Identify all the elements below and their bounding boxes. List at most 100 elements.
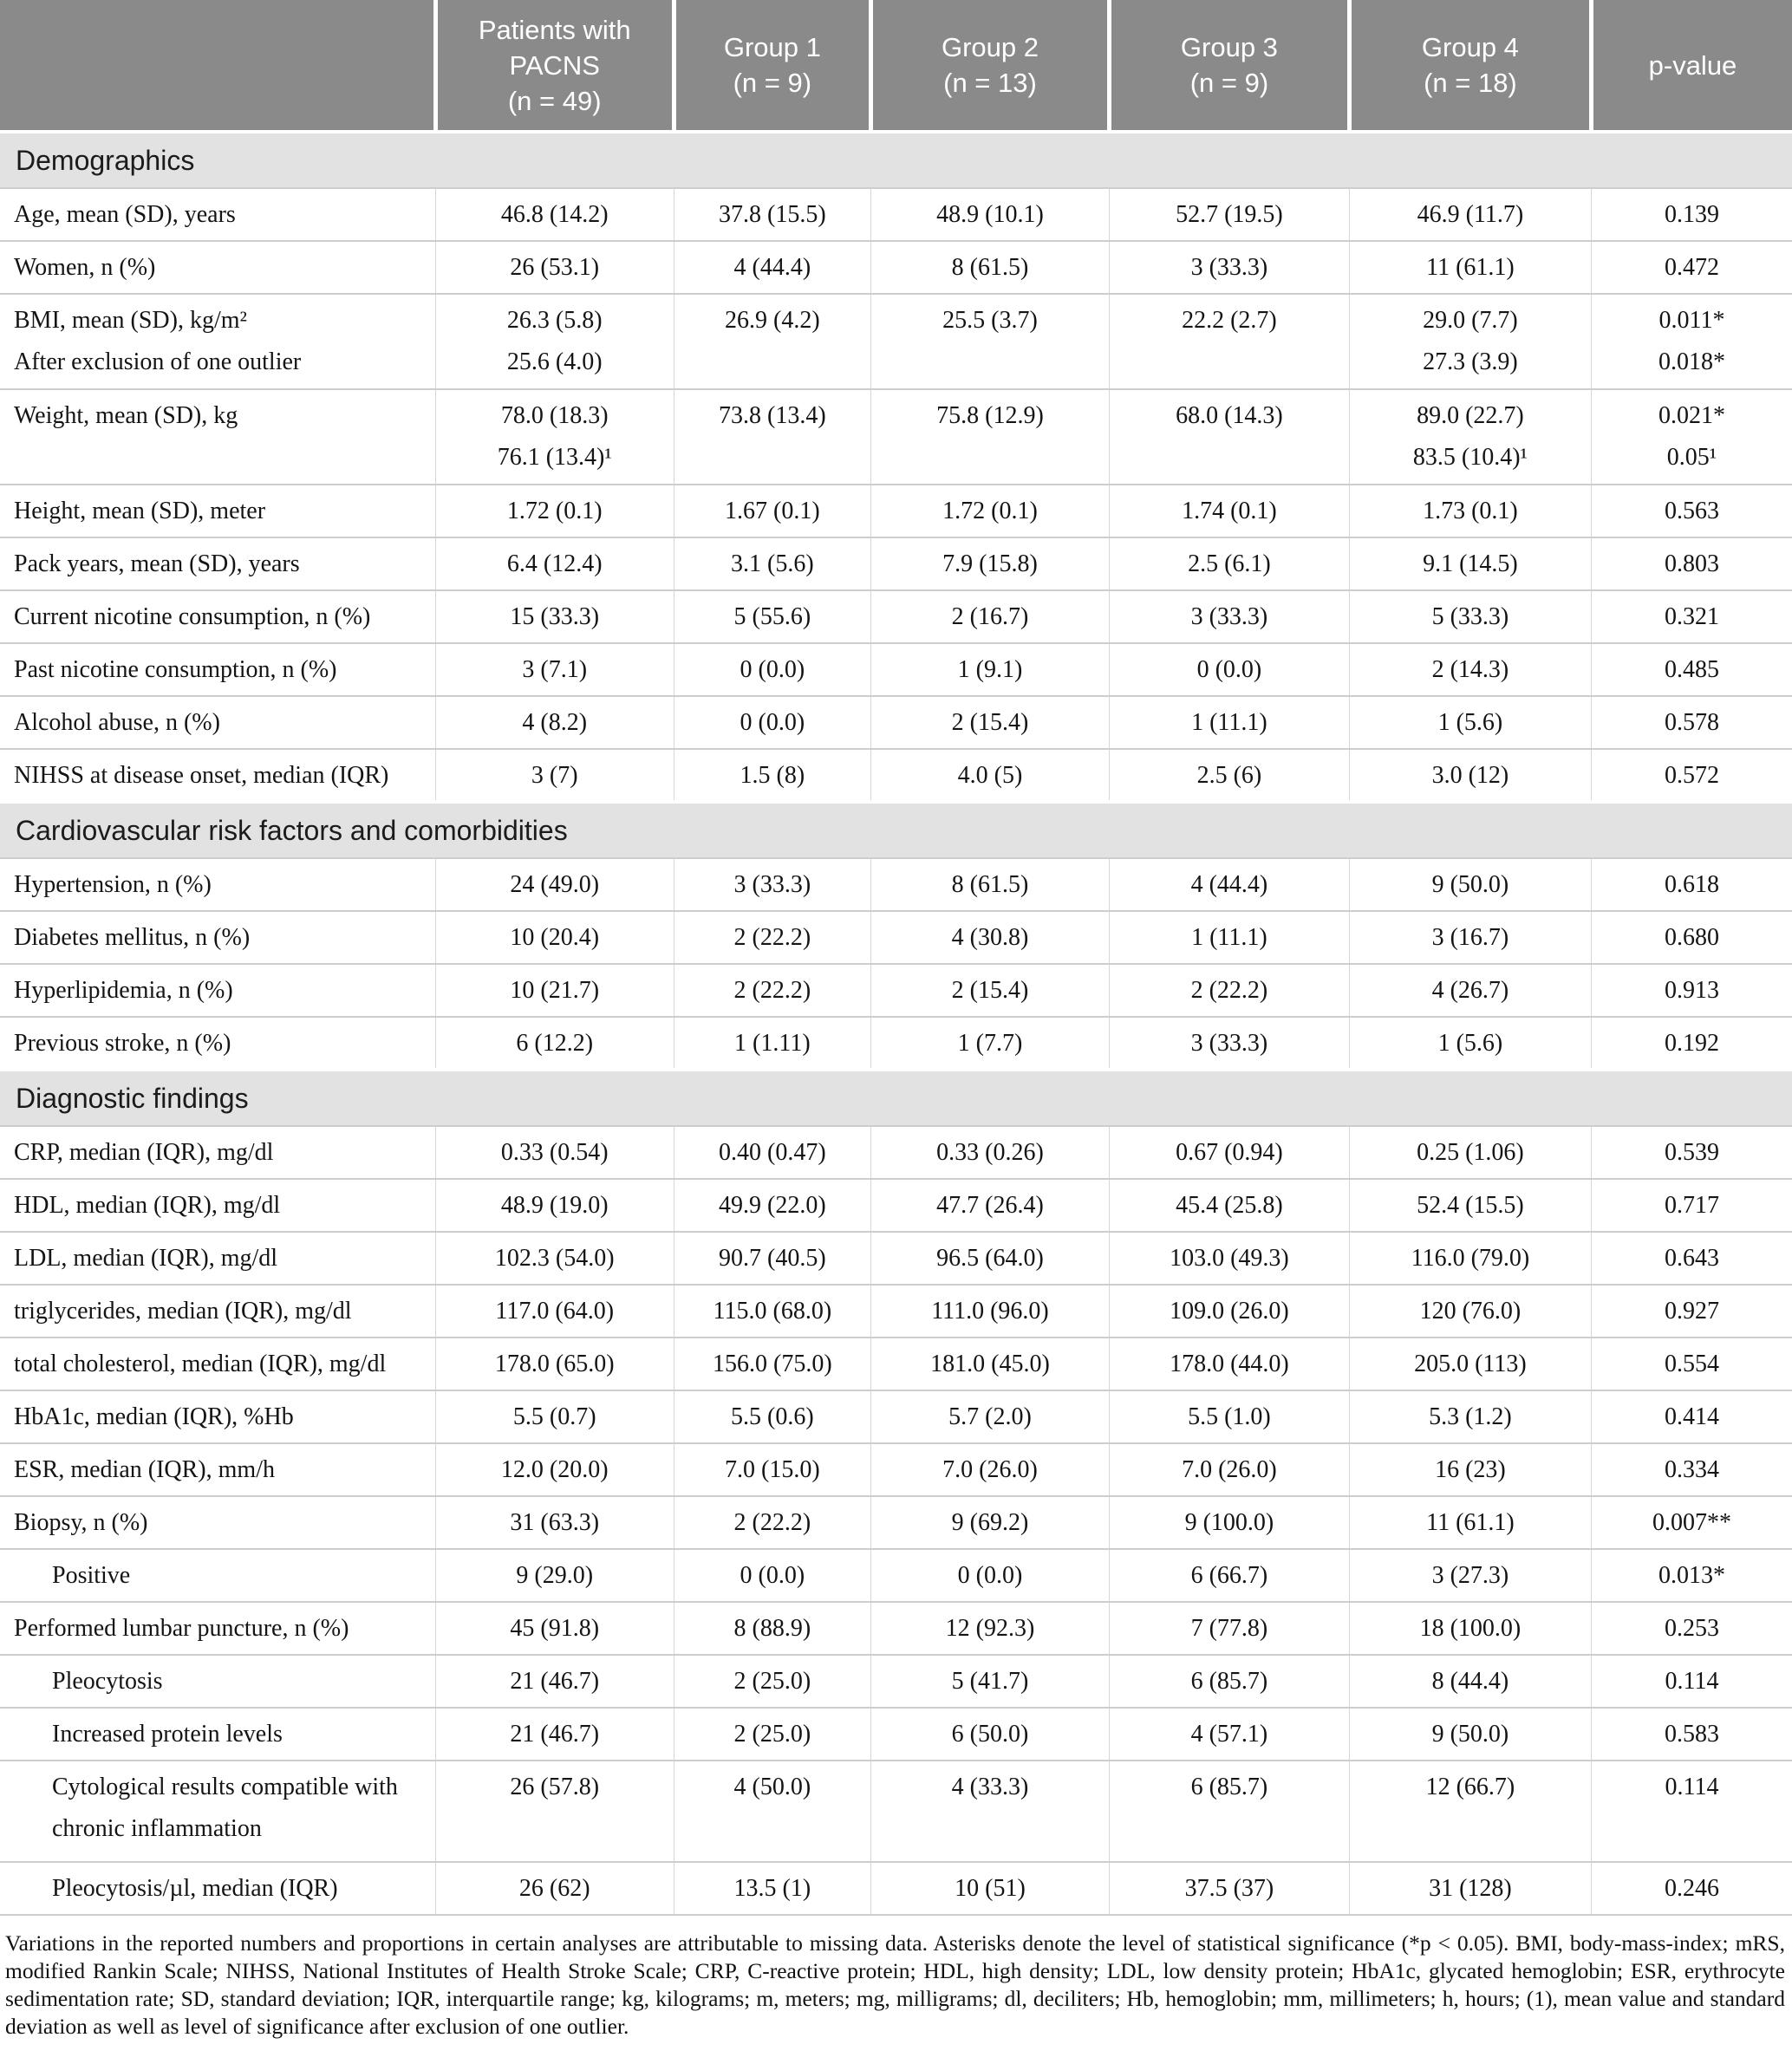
value-cell: 2 (22.2) bbox=[1108, 963, 1350, 1017]
p-value-cell: 0.563 bbox=[1590, 484, 1792, 537]
value-cell: 2 (22.2) bbox=[673, 963, 871, 1017]
table-row: Current nicotine consumption, n (%) 15 (3… bbox=[0, 589, 1792, 643]
value-cell: 37.5 (37) bbox=[1108, 1861, 1350, 1916]
p-value-cell: 0.013* bbox=[1590, 1548, 1792, 1602]
row-label-cell: Women, n (%) bbox=[0, 240, 436, 294]
value-cell: 1 (5.6) bbox=[1348, 695, 1592, 749]
row-label-cell: Pleocytosis/µl, median (IQR) bbox=[0, 1861, 436, 1916]
p-value-cell: 0.253 bbox=[1590, 1601, 1792, 1655]
value-cell: 6 (50.0) bbox=[870, 1707, 1110, 1761]
value-cell: 7.0 (15.0) bbox=[673, 1442, 871, 1496]
value-cell: 47.7 (26.4) bbox=[870, 1178, 1110, 1232]
value-cell: 49.9 (22.0) bbox=[673, 1178, 871, 1232]
value-cell: 0.33 (0.26) bbox=[870, 1125, 1110, 1179]
p-value-cell: 0.578 bbox=[1590, 695, 1792, 749]
value-cell: 52.7 (19.5) bbox=[1108, 187, 1350, 241]
row-label-cell: Biopsy, n (%) bbox=[0, 1495, 436, 1549]
value-cell: 4 (30.8) bbox=[870, 910, 1110, 964]
section-title: Demographics bbox=[0, 130, 1792, 189]
value-cell: 1.72 (0.1) bbox=[434, 484, 674, 537]
table-row: Pack years, mean (SD), years 6.4 (12.4) 3.… bbox=[0, 537, 1792, 590]
value-cell: 7.0 (26.0) bbox=[1108, 1442, 1350, 1496]
value-cell: 3 (33.3) bbox=[1108, 240, 1350, 294]
value-cell: 4 (44.4) bbox=[1108, 857, 1350, 911]
table-row: Pleocytosis 21 (46.7) 2 (25.0) 5 (41.7) 6 (8… bbox=[0, 1654, 1792, 1708]
table-row: triglycerides, median (IQR), mg/dl 117.0 … bbox=[0, 1284, 1792, 1338]
value-cell: 10 (51) bbox=[870, 1861, 1110, 1916]
table-row: Hypertension, n (%) 24 (49.0) 3 (33.3) 8 (6… bbox=[0, 857, 1792, 911]
value-cell: 24 (49.0) bbox=[434, 857, 674, 911]
value-cell: 6 (66.7) bbox=[1108, 1548, 1350, 1602]
table-row: Hyperlipidemia, n (%) 10 (21.7) 2 (22.2) 2 … bbox=[0, 963, 1792, 1017]
value-cell: 12 (66.7) bbox=[1348, 1760, 1592, 1862]
value-cell: 4 (50.0) bbox=[673, 1760, 871, 1862]
section-title: Cardiovascular risk factors and comorbid… bbox=[0, 800, 1792, 859]
p-value-cell: 0.114 bbox=[1590, 1760, 1792, 1862]
column-header: Group 1 (n = 9) bbox=[671, 0, 871, 132]
value-cell: 109.0 (26.0) bbox=[1108, 1284, 1350, 1338]
value-cell: 26 (62) bbox=[434, 1861, 674, 1916]
value-cell: 2 (14.3) bbox=[1348, 642, 1592, 696]
value-cell: 178.0 (44.0) bbox=[1108, 1337, 1350, 1390]
value-cell: 26 (53.1) bbox=[434, 240, 674, 294]
row-label-cell: HDL, median (IQR), mg/dl bbox=[0, 1178, 436, 1232]
section-title: Diagnostic findings bbox=[0, 1068, 1792, 1127]
value-cell: 0 (0.0) bbox=[870, 1548, 1110, 1602]
table-row: Performed lumbar puncture, n (%) 45 (91.8… bbox=[0, 1601, 1792, 1655]
row-label-cell: Weight, mean (SD), kg bbox=[0, 388, 436, 485]
value-cell: 16 (23) bbox=[1348, 1442, 1592, 1496]
row-label-cell: Past nicotine consumption, n (%) bbox=[0, 642, 436, 696]
table-row: BMI, mean (SD), kg/m² After exclusion of… bbox=[0, 293, 1792, 389]
table-header: Patients with PACNS (n = 49) Group 1 (n =… bbox=[0, 0, 1792, 132]
value-cell: 25.5 (3.7) bbox=[870, 293, 1110, 389]
value-cell: 0 (0.0) bbox=[673, 1548, 871, 1602]
value-cell: 5.5 (0.6) bbox=[673, 1390, 871, 1443]
p-value-cell: 0.192 bbox=[1590, 1016, 1792, 1070]
row-label-cell: Cytological results compatible with chro… bbox=[0, 1760, 436, 1862]
row-label-cell: Pleocytosis bbox=[0, 1654, 436, 1708]
value-cell: 8 (88.9) bbox=[673, 1601, 871, 1655]
value-cell: 6 (85.7) bbox=[1108, 1760, 1350, 1862]
value-cell: 68.0 (14.3) bbox=[1108, 388, 1350, 485]
value-cell: 5 (33.3) bbox=[1348, 589, 1592, 643]
value-cell: 22.2 (2.7) bbox=[1108, 293, 1350, 389]
value-cell: 7.9 (15.8) bbox=[870, 537, 1110, 590]
value-cell: 1.5 (8) bbox=[673, 748, 871, 802]
row-label-cell: triglycerides, median (IQR), mg/dl bbox=[0, 1284, 436, 1338]
p-value-cell: 0.114 bbox=[1590, 1654, 1792, 1708]
value-cell: 75.8 (12.9) bbox=[870, 388, 1110, 485]
p-value-cell: 0.472 bbox=[1590, 240, 1792, 294]
value-cell: 1.74 (0.1) bbox=[1108, 484, 1350, 537]
value-cell: 6.4 (12.4) bbox=[434, 537, 674, 590]
value-cell: 7 (77.8) bbox=[1108, 1601, 1350, 1655]
value-cell: 3 (27.3) bbox=[1348, 1548, 1592, 1602]
corner-cell bbox=[0, 0, 436, 132]
row-label-cell: ESR, median (IQR), mm/h bbox=[0, 1442, 436, 1496]
table-row: HDL, median (IQR), mg/dl 48.9 (19.0) 49.9 … bbox=[0, 1178, 1792, 1232]
value-cell: 2 (22.2) bbox=[673, 1495, 871, 1549]
row-label-cell: total cholesterol, median (IQR), mg/dl bbox=[0, 1337, 436, 1390]
value-cell: 111.0 (96.0) bbox=[870, 1284, 1110, 1338]
value-cell: 3 (7) bbox=[434, 748, 674, 802]
value-cell: 3.0 (12) bbox=[1348, 748, 1592, 802]
value-cell: 0.67 (0.94) bbox=[1108, 1125, 1350, 1179]
value-cell: 48.9 (10.1) bbox=[870, 187, 1110, 241]
table-row: Diabetes mellitus, n (%) 10 (20.4) 2 (22.2… bbox=[0, 910, 1792, 964]
value-cell: 0 (0.0) bbox=[1108, 642, 1350, 696]
p-value-cell: 0.485 bbox=[1590, 642, 1792, 696]
value-cell: 3 (16.7) bbox=[1348, 910, 1592, 964]
value-cell: 45.4 (25.8) bbox=[1108, 1178, 1350, 1232]
column-header: Group 2 (n = 13) bbox=[869, 0, 1110, 132]
value-cell: 4 (8.2) bbox=[434, 695, 674, 749]
results-table: Patients with PACNS (n = 49) Group 1 (n =… bbox=[0, 0, 1792, 1916]
value-cell: 115.0 (68.0) bbox=[673, 1284, 871, 1338]
value-cell: 4 (57.1) bbox=[1108, 1707, 1350, 1761]
value-cell: 120 (76.0) bbox=[1348, 1284, 1592, 1338]
value-cell: 0.40 (0.47) bbox=[673, 1125, 871, 1179]
row-label-cell: Current nicotine consumption, n (%) bbox=[0, 589, 436, 643]
row-label-cell: LDL, median (IQR), mg/dl bbox=[0, 1231, 436, 1285]
row-label-cell: Positive bbox=[0, 1548, 436, 1602]
table-header-row: Patients with PACNS (n = 49) Group 1 (n =… bbox=[0, 0, 1792, 132]
row-label-cell: Age, mean (SD), years bbox=[0, 187, 436, 241]
